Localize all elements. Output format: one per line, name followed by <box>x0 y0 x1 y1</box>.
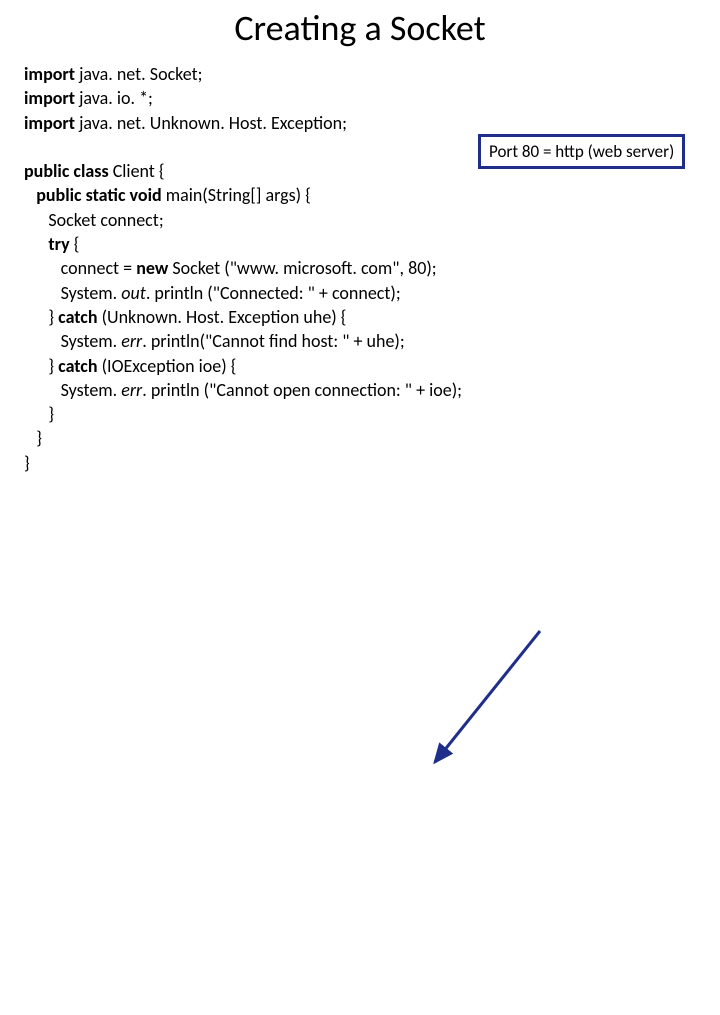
code-line: } <box>24 402 720 426</box>
callout-box: Port 80 = http (web server) <box>478 134 685 169</box>
code-line: System. out. println ("Connected: " + co… <box>24 281 720 305</box>
code-line: System. err. println ("Cannot open conne… <box>24 378 720 402</box>
code-line: import java. net. Socket; <box>24 62 720 86</box>
callout-arrow <box>0 475 720 1015</box>
code-line: } catch (IOException ioe) { <box>24 354 720 378</box>
code-line: System. err. println("Cannot find host: … <box>24 329 720 353</box>
code-line: import java. io. *; <box>24 86 720 110</box>
code-line: } <box>24 451 720 475</box>
code-line: import java. net. Unknown. Host. Excepti… <box>24 111 720 135</box>
code-block: import java. net. Socket;import java. io… <box>0 62 720 475</box>
code-line: Socket connect; <box>24 208 720 232</box>
code-line: connect = new Socket ("www. microsoft. c… <box>24 256 720 280</box>
code-line: } catch (Unknown. Host. Exception uhe) { <box>24 305 720 329</box>
code-line: } <box>24 426 720 450</box>
callout-text: Port 80 = http (web server) <box>489 141 674 162</box>
slide-title: Creating a Socket <box>0 6 720 50</box>
code-line: public static void main(String[] args) { <box>24 183 720 207</box>
code-line: try { <box>24 232 720 256</box>
